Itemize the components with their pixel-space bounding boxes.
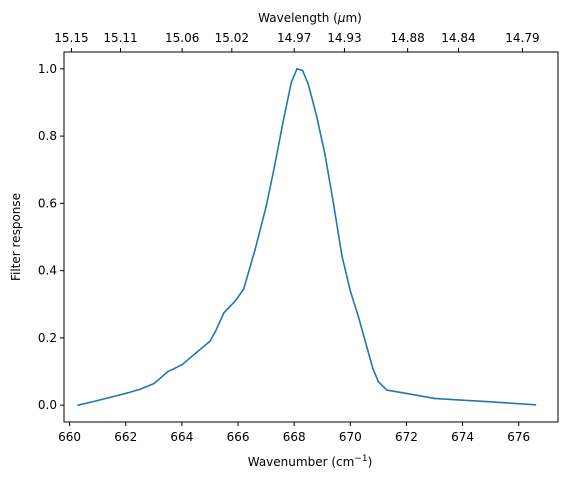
- data-point: [385, 389, 388, 391]
- data-point: [296, 68, 298, 70]
- data-point: [324, 153, 326, 156]
- data-point: [96, 399, 99, 402]
- data-point: [167, 370, 169, 373]
- data-point: [282, 121, 284, 124]
- top-axis-label: Wavelength (μm): [258, 11, 362, 25]
- data-point: [489, 401, 492, 403]
- top-tick-label: 14.97: [277, 31, 311, 45]
- data-point: [195, 352, 197, 354]
- data-point: [153, 382, 155, 385]
- y-tick-label: 0.4: [38, 264, 57, 278]
- data-point: [124, 392, 127, 395]
- top-tick-label: 14.84: [441, 31, 475, 45]
- data-point: [254, 249, 256, 252]
- top-tick-label: 14.79: [505, 31, 539, 45]
- data-point: [349, 290, 352, 292]
- y-tick-label: 0.8: [38, 129, 57, 143]
- top-tick-label: 14.88: [390, 31, 424, 45]
- data-point: [234, 300, 237, 302]
- left-axis: 0.0 0.2 0.4 0.6 0.8 1.0: [38, 62, 64, 412]
- top-tick-label: 15.11: [103, 31, 137, 45]
- bottom-axis: 660 662 664 666 668 670 672 674 676: [58, 422, 530, 444]
- data-point: [265, 205, 267, 208]
- data-point: [301, 69, 304, 72]
- data-point: [377, 380, 380, 383]
- data-point: [158, 378, 161, 380]
- data-point: [461, 399, 464, 401]
- data-point: [273, 165, 276, 168]
- data-point: [357, 316, 360, 319]
- x-tick-label: 664: [170, 430, 193, 444]
- x-tick-label: 668: [283, 430, 306, 444]
- data-layer: [77, 68, 537, 406]
- x-tick-label: 674: [451, 430, 474, 444]
- top-axis: 15.15 15.11 15.06 15.02 14.97 14.93 14.88 14.84…: [54, 31, 540, 52]
- data-point: [315, 115, 318, 117]
- data-point: [138, 388, 141, 391]
- data-point: [307, 83, 309, 85]
- data-point: [77, 404, 79, 406]
- y-axis-label: Filter response: [9, 193, 23, 281]
- y-tick-label: 0.2: [38, 331, 57, 345]
- y-tick-label: 0.0: [38, 398, 57, 412]
- data-point: [242, 288, 245, 290]
- plot-frame: [63, 51, 559, 423]
- x-tick-label: 666: [227, 430, 250, 444]
- data-point: [371, 367, 374, 369]
- top-tick-label: 15.06: [165, 31, 199, 45]
- top-tick-label: 15.02: [215, 31, 249, 45]
- x-tick-label: 676: [507, 430, 530, 444]
- y-tick-label: 0.6: [38, 196, 57, 210]
- top-tick-label: 15.15: [54, 31, 88, 45]
- x-tick-label: 660: [58, 430, 81, 444]
- x-tick-label: 670: [339, 430, 362, 444]
- x-tick-label: 662: [114, 430, 137, 444]
- data-point: [214, 330, 217, 332]
- top-tick-label: 14.93: [327, 31, 361, 45]
- data-point: [209, 340, 211, 343]
- data-point: [433, 397, 436, 400]
- x-axis-label: Wavenumber (cm−1): [248, 454, 373, 469]
- data-point: [290, 81, 293, 84]
- x-tick-label: 672: [395, 430, 418, 444]
- data-point: [332, 202, 335, 205]
- data-point: [181, 364, 183, 366]
- data-point: [341, 254, 343, 257]
- plot-area: [64, 52, 558, 422]
- data-point: [534, 404, 537, 406]
- data-point: [223, 311, 225, 314]
- data-point: [366, 347, 368, 349]
- data-point: [405, 392, 408, 395]
- y-tick-label: 1.0: [38, 62, 57, 76]
